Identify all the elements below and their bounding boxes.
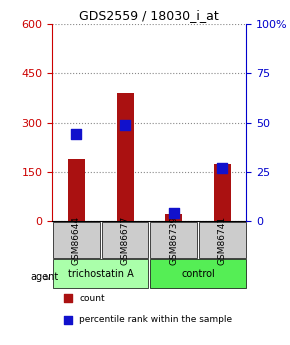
Point (171, 210, 176, 216)
FancyBboxPatch shape (53, 259, 148, 288)
Bar (214, 164, 231, 221)
Bar (68, 159, 85, 221)
Text: GSM86677: GSM86677 (121, 216, 130, 265)
Text: count: count (79, 294, 105, 303)
Bar (165, 214, 182, 221)
FancyBboxPatch shape (53, 222, 100, 258)
Point (288, 234, 290, 239)
Text: GSM86739: GSM86739 (169, 216, 178, 265)
Text: GSM86644: GSM86644 (72, 216, 81, 265)
Text: trichostatin A: trichostatin A (68, 269, 134, 279)
Point (288, 37, 290, 42)
FancyBboxPatch shape (102, 222, 148, 258)
FancyBboxPatch shape (150, 259, 246, 288)
Text: control: control (181, 269, 215, 279)
Text: percentile rank within the sample: percentile rank within the sample (79, 315, 233, 324)
Text: agent: agent (30, 272, 59, 282)
Point (74, 131, 79, 137)
FancyBboxPatch shape (150, 222, 197, 258)
Title: GDS2559 / 18030_i_at: GDS2559 / 18030_i_at (79, 9, 219, 22)
Text: GSM86741: GSM86741 (218, 216, 227, 265)
FancyBboxPatch shape (199, 222, 246, 258)
Point (123, 122, 127, 127)
Point (220, 165, 224, 170)
Bar (117, 93, 134, 221)
